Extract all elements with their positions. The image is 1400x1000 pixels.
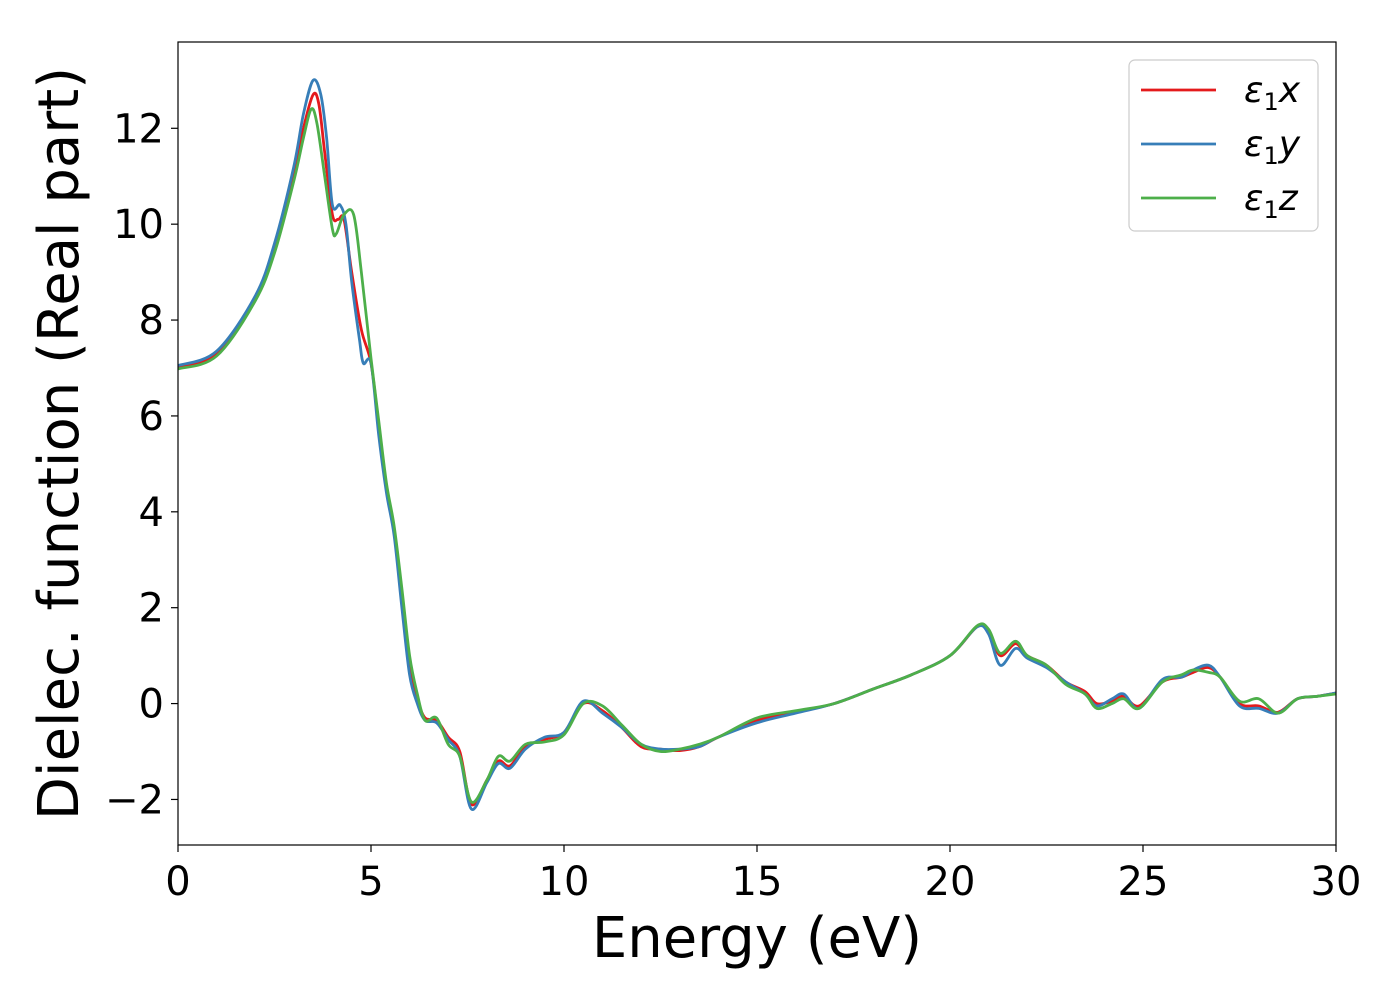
y-tick-label: −2 bbox=[105, 777, 164, 823]
x-tick-label: 20 bbox=[925, 859, 976, 905]
x-tick-label: 15 bbox=[732, 859, 783, 905]
y-tick-label: 0 bbox=[139, 682, 164, 728]
y-tick-label: 10 bbox=[113, 202, 164, 248]
legend-label-z: ε1z bbox=[1244, 178, 1299, 224]
legend-box bbox=[1128, 59, 1319, 232]
legend: ε1x ε1y ε1z bbox=[1128, 59, 1319, 232]
y-tick-label: 12 bbox=[113, 106, 164, 152]
y-tick-label: 2 bbox=[139, 586, 164, 632]
x-tick-label: 30 bbox=[1311, 859, 1362, 905]
series-line-z bbox=[178, 107, 1336, 804]
series-line-y bbox=[178, 78, 1336, 811]
x-axis-label: Energy (eV) bbox=[592, 906, 922, 971]
x-tick-label: 5 bbox=[358, 859, 383, 905]
y-tick-label: 8 bbox=[139, 298, 164, 344]
legend-label-y: ε1y bbox=[1244, 124, 1301, 170]
x-tick-label: 10 bbox=[539, 859, 590, 905]
x-tick-label: 0 bbox=[165, 859, 190, 905]
y-axis-ticks: −2 0 2 4 6 8 10 12 bbox=[105, 106, 178, 823]
y-tick-label: 6 bbox=[139, 394, 164, 440]
x-tick-label: 25 bbox=[1118, 859, 1169, 905]
y-tick-label: 4 bbox=[139, 490, 164, 536]
y-axis-label: Dielec. function (Real part) bbox=[27, 67, 92, 820]
legend-label-x: ε1x bbox=[1244, 70, 1301, 116]
x-axis-ticks: 0 5 10 15 20 25 30 bbox=[165, 845, 1361, 905]
